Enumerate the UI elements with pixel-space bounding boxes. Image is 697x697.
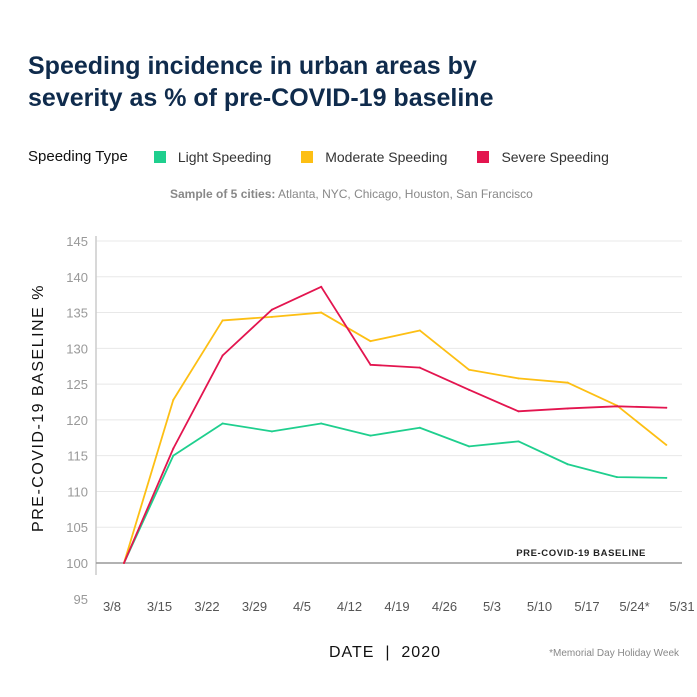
x-tick-label: 3/8	[103, 599, 121, 614]
series-line-severe-speeding	[123, 285, 667, 564]
legend: Speeding Type Light Speeding Moderate Sp…	[28, 148, 639, 165]
x-tick-label: 5/24*	[619, 599, 649, 614]
x-tick-label: 4/26	[432, 599, 457, 614]
legend-swatch	[477, 150, 490, 163]
data-point	[468, 388, 471, 391]
legend-swatch	[301, 150, 314, 163]
x-tick-label: 4/12	[337, 599, 362, 614]
data-point	[665, 476, 668, 479]
data-point	[221, 319, 224, 322]
x-axis-label: DATE | 2020	[329, 644, 441, 661]
x-tick-label: 4/5	[293, 599, 311, 614]
data-point	[172, 454, 175, 457]
legend-swatch	[153, 150, 166, 163]
footnote: *Memorial Day Holiday Week	[549, 648, 680, 659]
x-tick-label: 3/29	[242, 599, 267, 614]
x-tick-label: 5/17	[574, 599, 599, 614]
data-point	[517, 410, 520, 413]
subtitle-bold: Sample of 5 cities:	[170, 187, 276, 201]
y-tick-label: 115	[67, 449, 88, 464]
y-axis-label: PRE-COVID-19 BASELINE %	[30, 284, 47, 532]
data-point	[418, 426, 421, 429]
data-point	[369, 434, 372, 437]
data-point	[172, 398, 175, 401]
data-point	[369, 363, 372, 366]
data-point	[665, 443, 668, 446]
data-point	[566, 381, 569, 384]
data-point	[221, 354, 224, 357]
y-tick-label: 95	[74, 592, 88, 607]
x-tick-label: 3/15	[147, 599, 172, 614]
chart-title: Speeding incidence in urban areas by sev…	[28, 50, 648, 114]
legend-label: Severe Speeding	[501, 148, 609, 165]
baseline-label: PRE-COVID-19 BASELINE	[516, 548, 646, 559]
x-tick-label: 4/19	[384, 599, 409, 614]
data-point	[616, 405, 618, 408]
data-point	[665, 406, 668, 409]
data-point	[418, 329, 421, 332]
data-point	[418, 366, 421, 369]
data-point	[123, 562, 125, 564]
data-point	[270, 308, 273, 311]
x-tick-label: 5/3	[483, 599, 501, 614]
y-tick-label: 130	[66, 341, 88, 356]
legend-item-moderate: Moderate Speeding	[301, 149, 447, 165]
x-tick-label: 3/22	[194, 599, 219, 614]
y-tick-label: 110	[67, 484, 88, 499]
y-tick-label: 125	[66, 377, 88, 392]
title-line-2: severity as % of pre-COVID-19 baseline	[28, 84, 494, 112]
data-point	[320, 422, 323, 425]
y-tick-label: 100	[66, 556, 88, 571]
series-line-light-speeding	[123, 422, 667, 564]
data-point	[566, 407, 569, 410]
legend-item-severe: Severe Speeding	[477, 148, 609, 165]
series-line-moderate-speeding	[123, 311, 667, 564]
data-point	[172, 447, 175, 450]
x-tick-label: 5/10	[527, 599, 552, 614]
subtitle-rest: Atlanta, NYC, Chicago, Houston, San Fran…	[275, 187, 533, 201]
data-point	[270, 315, 273, 318]
data-point	[468, 445, 471, 448]
y-tick-label: 140	[66, 270, 88, 285]
y-tick-label: 145	[66, 234, 88, 249]
data-point	[270, 430, 273, 433]
legend-title: Speeding Type	[28, 148, 128, 165]
data-point	[468, 368, 471, 371]
data-point	[517, 377, 520, 380]
data-point	[616, 476, 618, 479]
data-point	[320, 311, 323, 314]
data-point	[517, 440, 520, 443]
data-point	[320, 285, 323, 288]
y-tick-label: 105	[66, 520, 88, 535]
legend-label: Moderate Speeding	[325, 148, 448, 165]
data-point	[369, 340, 372, 343]
title-line-1: Speeding incidence in urban areas by	[28, 52, 477, 80]
y-tick-label: 135	[66, 306, 88, 321]
data-point	[566, 463, 569, 466]
data-point	[221, 422, 224, 425]
subtitle: Sample of 5 cities: Atlanta, NYC, Chicag…	[170, 187, 533, 201]
x-tick-label: 5/31	[669, 599, 694, 614]
legend-item-light: Light Speeding	[153, 148, 272, 165]
legend-label: Light Speeding	[177, 148, 272, 165]
y-tick-label: 120	[66, 413, 88, 428]
